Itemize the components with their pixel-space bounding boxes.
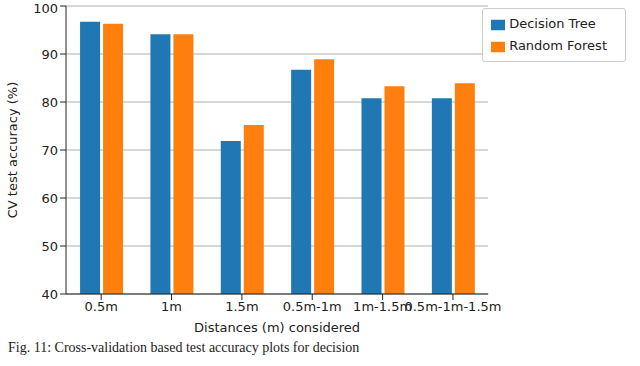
svg-text:0.5m-1m: 0.5m-1m [283, 299, 342, 314]
svg-text:0.5m: 0.5m [85, 299, 118, 314]
svg-text:1.5m: 1.5m [225, 299, 258, 314]
svg-text:0.5m-1m-1.5m: 0.5m-1m-1.5m [404, 299, 501, 314]
svg-text:1m-1.5m: 1m-1.5m [353, 299, 412, 314]
html-text:Random Forest: Random Forest [509, 38, 607, 53]
svg-text:1m: 1m [161, 299, 182, 314]
svg-text:CV test accuracy (%): CV test accuracy (%) [8, 82, 20, 218]
svg-text:100: 100 [33, 1, 58, 16]
html-text:Fig. 11: Cross-validation base: Fig. 11: Cross-validation based test acc… [8, 340, 360, 355]
svg-text:90: 90 [41, 47, 58, 62]
html-text:Decision Tree: Decision Tree [509, 16, 596, 31]
svg-text:60: 60 [41, 191, 58, 206]
svg-text:70: 70 [41, 143, 58, 158]
svg-text:40: 40 [41, 287, 58, 302]
svg-text:50: 50 [41, 239, 58, 254]
svg-text:80: 80 [41, 95, 58, 110]
svg-text:Distances (m) considered: Distances (m) considered [194, 320, 360, 335]
